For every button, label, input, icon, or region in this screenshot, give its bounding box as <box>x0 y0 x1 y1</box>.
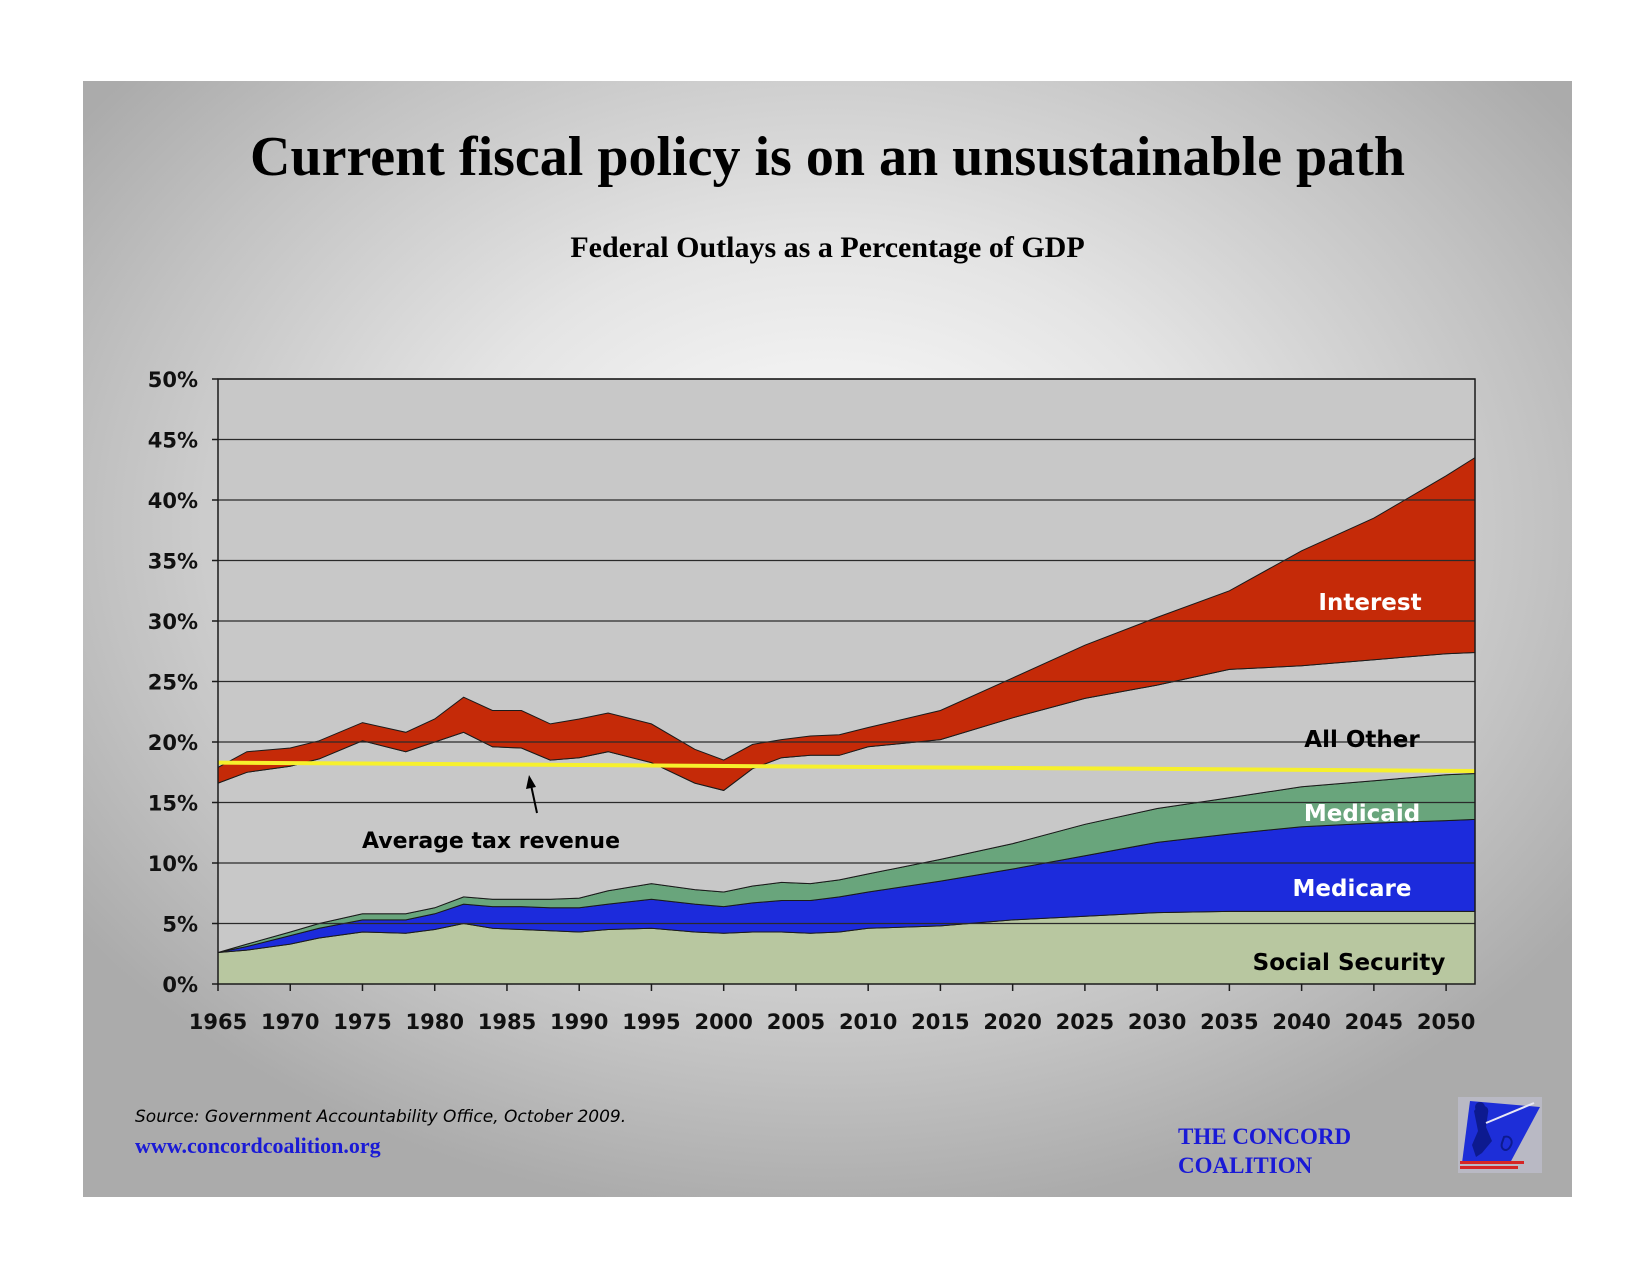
series-label-all-other: All Other <box>1304 727 1420 753</box>
organization-name-line2: COALITION <box>1178 1153 1313 1178</box>
organization-name-line1: THE CONCORD <box>1178 1124 1352 1149</box>
x-tick-label: 2025 <box>1056 1010 1114 1034</box>
axis-layer: 0% 5% 10% 15% 20% 25% 30% 35% 40% 45% 50% 1965 1970 1… <box>148 368 1476 1034</box>
slide: Current fiscal policy is on an unsustain… <box>83 81 1572 1197</box>
y-tick-label: 20% <box>148 731 198 755</box>
x-tick-label: 1985 <box>478 1010 536 1034</box>
y-tick-label: 45% <box>148 429 198 453</box>
source-note: Source: Government Accountability Office… <box>135 1107 627 1127</box>
series-label-medicare: Medicare <box>1293 876 1412 902</box>
x-tick-label: 2010 <box>839 1010 897 1034</box>
x-tick-label: 2040 <box>1272 1010 1330 1034</box>
chart-subtitle: Federal Outlays as a Percentage of GDP <box>570 231 1085 264</box>
y-tick-label: 50% <box>148 368 198 392</box>
y-tick-label: 15% <box>148 792 198 816</box>
x-tick-label: 2000 <box>694 1010 752 1034</box>
annotation-average-tax-revenue: Average tax revenue <box>362 829 620 854</box>
series-label-interest: Interest <box>1318 590 1421 616</box>
x-tick-label: 2015 <box>911 1010 969 1034</box>
x-tick-label: 2050 <box>1417 1010 1475 1034</box>
reference-line-average-tax-revenue <box>217 760 1476 774</box>
x-tick-label: 2005 <box>767 1010 825 1034</box>
y-tick-label: 30% <box>148 610 198 634</box>
annotation-arrowhead <box>526 775 536 789</box>
label-layer: Interest All Other Medicaid Medicare Soc… <box>362 590 1445 976</box>
x-tick-label: 2045 <box>1345 1010 1403 1034</box>
y-tick-label: 40% <box>148 489 198 513</box>
series-label-medicaid: Medicaid <box>1304 801 1420 827</box>
chart: 0% 5% 10% 15% 20% 25% 30% 35% 40% 45% 50% 1965 1970 1… <box>148 368 1476 1034</box>
minuteman-logo-icon <box>1458 1097 1542 1173</box>
annotation-arrow <box>530 784 538 814</box>
series-label-social-security: Social Security <box>1253 950 1446 976</box>
page-title: Current fiscal policy is on an unsustain… <box>250 126 1405 188</box>
x-tick-label: 1995 <box>622 1010 680 1034</box>
x-tick-label: 2035 <box>1200 1010 1258 1034</box>
y-tick-label: 25% <box>148 671 198 695</box>
x-tick-label: 1970 <box>261 1010 319 1034</box>
website-link[interactable]: www.concordcoalition.org <box>135 1133 381 1158</box>
x-tick-label: 1980 <box>405 1010 463 1034</box>
y-tick-label: 35% <box>148 550 198 574</box>
x-tick-label: 1965 <box>189 1010 247 1034</box>
y-tick-label: 0% <box>162 973 198 997</box>
x-tick-label: 2030 <box>1128 1010 1186 1034</box>
grid-layer <box>217 378 1476 925</box>
x-tick-label: 2020 <box>983 1010 1041 1034</box>
x-tick-label: 1975 <box>333 1010 391 1034</box>
organization-name: THE CONCORD COALITION <box>1178 1122 1438 1180</box>
y-tick-label: 5% <box>162 913 198 937</box>
x-tick-label: 1990 <box>550 1010 608 1034</box>
y-tick-label: 10% <box>148 852 198 876</box>
